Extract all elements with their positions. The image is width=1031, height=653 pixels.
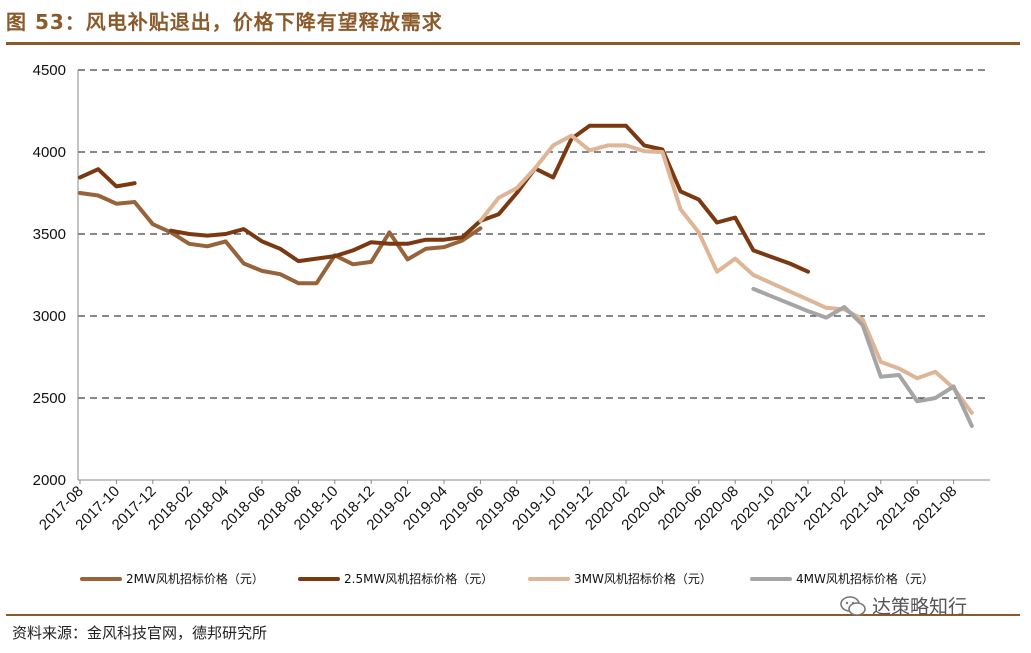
series-line-3 <box>478 133 974 415</box>
footer-rule <box>6 614 1020 616</box>
y-tick-label: 2500 <box>33 390 66 407</box>
series-layer <box>78 123 974 428</box>
legend-label: 2MW风机招标价格（元） <box>126 571 264 586</box>
legend-label: 2.5MW风机招标价格（元） <box>344 571 493 586</box>
legend-label: 3MW风机招标价格（元） <box>574 571 712 586</box>
series-line-2 <box>78 123 810 274</box>
legend: 2MW风机招标价格（元） 2.5MW风机招标价格（元） 3MW风机招标价格（元） 4M… <box>80 571 934 586</box>
grid-layer <box>78 69 990 399</box>
watermark: 达策略知行 <box>840 592 967 619</box>
legend-label: 4MW风机招标价格（元） <box>796 571 934 586</box>
wechat-icon <box>840 595 866 616</box>
title-rule <box>6 42 1020 45</box>
source-note: 资料来源：金风科技官网，德邦研究所 <box>12 624 268 642</box>
figure-title: 图 53：风电补贴退出，价格下降有望释放需求 <box>6 10 443 34</box>
watermark-text: 达策略知行 <box>872 596 968 618</box>
y-tick-label: 4500 <box>33 62 66 79</box>
y-tick-label: 4000 <box>33 144 66 161</box>
y-tick-label: 3000 <box>33 308 66 325</box>
axis-layer: 2000250030003500400045002017-082017-1020… <box>33 62 990 534</box>
line-chart: 2000250030003500400045002017-082017-1020… <box>33 62 990 586</box>
series-line-1 <box>78 191 483 286</box>
series-line-4 <box>751 286 974 428</box>
y-tick-label: 3500 <box>33 226 66 243</box>
y-tick-label: 2000 <box>33 472 66 489</box>
